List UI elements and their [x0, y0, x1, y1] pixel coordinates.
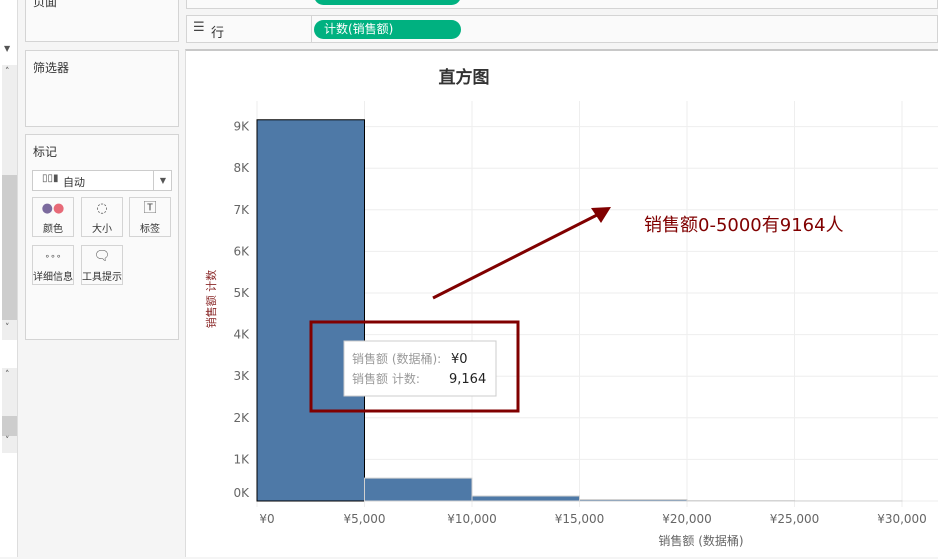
mark-type-dropdown[interactable]: ▯▯▮ 自动 ▼	[32, 170, 172, 191]
y-tick-label: 0K	[233, 486, 250, 500]
label-button[interactable]: 🅃 标签	[129, 197, 171, 237]
histogram-bar	[472, 496, 580, 501]
scroll-down-icon[interactable]: ˅	[5, 323, 10, 333]
bar-chart-icon: ▯▯▮	[42, 173, 59, 184]
color-button[interactable]: ●● 颜色	[32, 197, 74, 237]
y-tick-label: 2K	[233, 411, 250, 425]
scroll-down-icon[interactable]: ˅	[5, 436, 10, 446]
y-tick-label: 7K	[233, 203, 250, 217]
size-icon: ◌	[82, 198, 122, 220]
columns-shelf[interactable]	[186, 0, 938, 9]
scrollbar[interactable]: ˄ ˅	[2, 368, 17, 453]
list-icon: ☰	[193, 20, 205, 35]
chart-area: 直方图 0K 1K 2K 3K 4K 5K 6K 7K 8K 9K ¥0 ¥5,000 ¥10,000 ¥1…	[185, 49, 938, 557]
rows-pill[interactable]: 计数(销售额)	[314, 20, 461, 39]
annotation-arrow	[433, 215, 597, 298]
x-tick-label: ¥25,000	[770, 512, 820, 526]
y-tick-label: 4K	[233, 328, 250, 342]
dropdown-arrow-icon[interactable]: ▼	[4, 44, 10, 53]
scroll-up-icon[interactable]: ˄	[5, 370, 10, 380]
histogram: 直方图 0K 1K 2K 3K 4K 5K 6K 7K 8K 9K ¥0 ¥5,000 ¥10,000 ¥1…	[186, 51, 938, 559]
scroll-thumb[interactable]	[2, 175, 17, 320]
filters-title: 筛选器	[33, 59, 69, 76]
filters-card[interactable]: 筛选器	[25, 50, 179, 127]
pages-title: 页面	[33, 0, 57, 10]
x-tick-label: ¥20,000	[662, 512, 712, 526]
left-scroll-strip: ▼ ˄ ˅ ˄ ˅	[0, 0, 18, 557]
tooltip-label: 销售额 计数:	[352, 371, 420, 386]
tooltip-value: ¥0	[451, 352, 468, 367]
x-tick-label: ¥30,000	[877, 512, 927, 526]
rows-shelf[interactable]: ☰ 行 计数(销售额)	[186, 15, 938, 43]
tooltip-box	[344, 341, 496, 396]
y-axis-title: 销售额 计数	[204, 270, 218, 329]
x-axis-title: 销售额 (数据桶)	[658, 533, 743, 548]
scroll-up-icon[interactable]: ˄	[5, 67, 10, 77]
marks-title: 标记	[33, 143, 57, 160]
scroll-thumb[interactable]	[2, 416, 17, 436]
y-tick-label: 3K	[233, 369, 250, 383]
scrollbar[interactable]: ˄ ˅	[2, 65, 17, 340]
histogram-bar	[257, 120, 365, 501]
pages-card: 页面	[25, 0, 179, 42]
x-tick-label: ¥5,000	[344, 512, 386, 526]
x-tick-label: ¥0	[259, 512, 274, 526]
histogram-bar	[365, 478, 473, 501]
x-tick-label: ¥15,000	[555, 512, 605, 526]
tooltip-value: 9,164	[449, 372, 486, 387]
mark-type-value: 自动	[63, 174, 85, 190]
y-tick-label: 1K	[233, 452, 250, 466]
y-tick-label: 8K	[233, 161, 250, 175]
rows-label: 行	[211, 22, 224, 41]
histogram-bar	[580, 500, 688, 501]
detail-button[interactable]: ∘∘∘ 详细信息	[32, 245, 74, 285]
size-button[interactable]: ◌ 大小	[81, 197, 123, 237]
tooltip-icon: 🗨	[82, 246, 122, 268]
y-tick-label: 9K	[233, 120, 250, 134]
color-dots-icon: ●●	[33, 198, 73, 220]
y-tick-label: 5K	[233, 286, 250, 300]
columns-pill[interactable]	[314, 0, 461, 5]
text-label-icon: 🅃	[130, 198, 170, 220]
marks-card: 标记 ▯▯▮ 自动 ▼ ●● 颜色 ◌ 大小 🅃 标签 ∘∘∘ 详细信息 🗨 工…	[25, 134, 179, 340]
annotation-text: 销售额0-5000有9164人	[644, 215, 844, 236]
chart-title: 直方图	[439, 67, 490, 88]
detail-icon: ∘∘∘	[33, 246, 73, 268]
tooltip-label: 销售额 (数据桶):	[352, 351, 441, 366]
tooltip-button[interactable]: 🗨 工具提示	[81, 245, 123, 285]
y-tick-label: 6K	[233, 244, 250, 258]
chevron-down-icon[interactable]: ▼	[153, 171, 172, 190]
x-tick-label: ¥10,000	[447, 512, 497, 526]
